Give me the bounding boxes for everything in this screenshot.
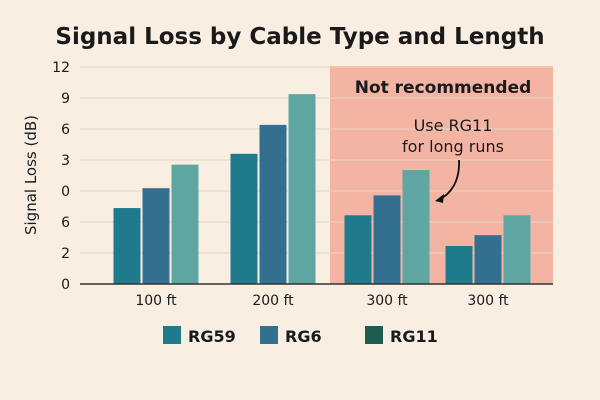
legend-swatch-rg59	[163, 326, 181, 344]
bar-rg59-2	[344, 215, 372, 284]
bar-rg11-2	[402, 170, 430, 284]
bar-rg59-1	[230, 153, 258, 284]
legend-label-rg6: RG6	[285, 327, 322, 346]
annotation-line1: Use RG11	[414, 116, 493, 135]
legend-label-rg59: RG59	[188, 327, 236, 346]
y-tick-label: 6	[61, 122, 70, 138]
y-tick-label: 12	[52, 60, 70, 76]
bar-rg11-3	[503, 215, 531, 284]
y-tick-label: 2	[61, 246, 70, 262]
bar-rg59-3	[445, 246, 473, 284]
annotation-line2: for long runs	[402, 137, 504, 156]
bar-rg6-1	[259, 124, 287, 284]
legend: RG59 RG6 RG11	[163, 326, 438, 346]
bar-rg6-3	[474, 235, 502, 284]
bars	[113, 94, 531, 284]
bar-rg11-1	[288, 94, 316, 284]
bar-rg59-0	[113, 208, 141, 284]
y-tick-label: 9	[61, 91, 70, 107]
bar-rg6-2	[373, 195, 401, 284]
y-axis-label: Signal Loss (dB)	[22, 115, 40, 235]
x-tick-label: 300 ft	[366, 293, 408, 309]
x-tick-label: 200 ft	[252, 293, 294, 309]
y-tick-label: 3	[61, 153, 70, 169]
x-tick-label: 300 ft	[467, 293, 509, 309]
y-tick-label: 6	[61, 215, 70, 231]
legend-swatch-rg11	[365, 326, 383, 344]
y-tick-label: 0	[61, 277, 70, 293]
chart-title: Signal Loss by Cable Type and Length	[55, 24, 544, 50]
y-axis-ticks: 0 2 6 0 3 6 9 12	[52, 60, 70, 293]
x-axis-ticks: 100 ft 200 ft 300 ft 300 ft	[135, 293, 509, 309]
annotation-arrowhead	[435, 194, 444, 203]
legend-swatch-rg6	[260, 326, 278, 344]
y-tick-label: 0	[61, 184, 70, 200]
x-tick-label: 100 ft	[135, 293, 177, 309]
bar-rg11-0	[171, 164, 199, 284]
shaded-region-label: Not recommended	[355, 78, 532, 98]
bar-rg6-0	[142, 188, 170, 284]
legend-label-rg11: RG11	[390, 327, 438, 346]
